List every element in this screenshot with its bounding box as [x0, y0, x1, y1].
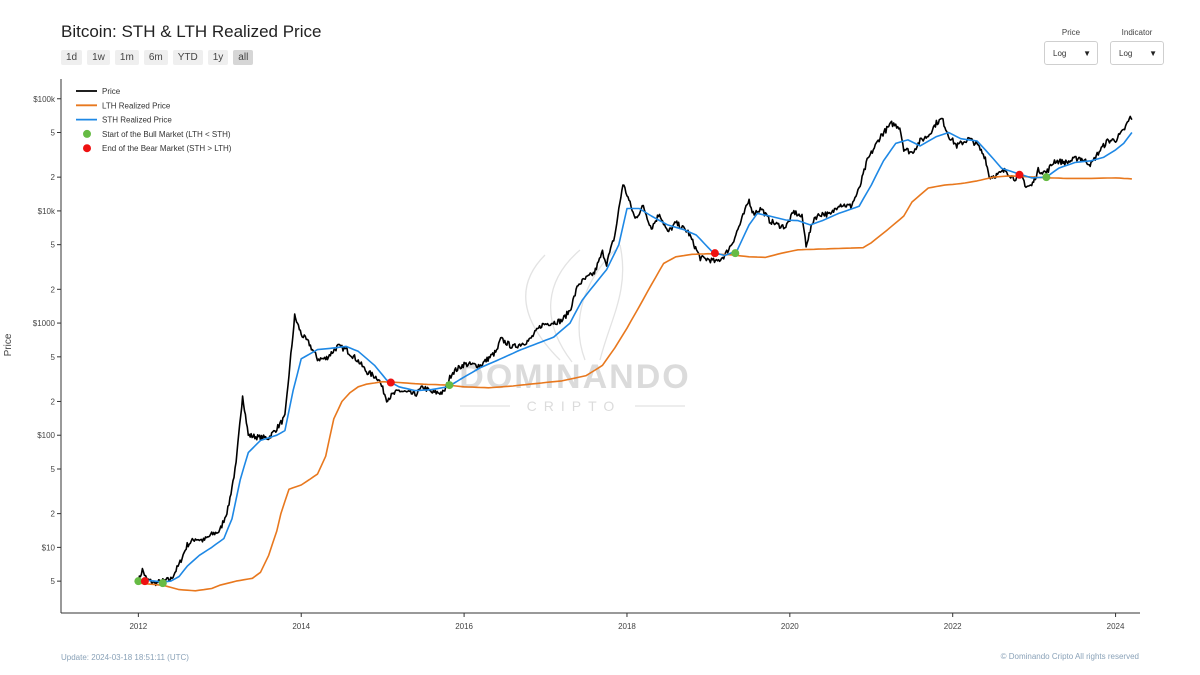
legend-label: Price	[102, 87, 121, 96]
range-button-1m[interactable]: 1m	[114, 50, 139, 65]
legend-lth-realized-price[interactable]: LTH Realized Price	[76, 101, 171, 110]
y-axis-label: Price	[3, 333, 14, 356]
price-scale-label: Price	[1061, 28, 1081, 37]
bear-market-end-marker	[140, 577, 149, 586]
indicator-scale-label: Indicator	[1121, 28, 1153, 37]
x-tick-label: 2020	[781, 622, 799, 631]
indicator-scale-control: Indicator Log ▼	[1110, 28, 1164, 65]
x-tick-label: 2018	[618, 622, 636, 631]
range-button-all[interactable]: all	[233, 50, 254, 65]
y-tick-label: $1000	[33, 319, 56, 328]
y-tick-label: $100k	[33, 95, 56, 104]
legend: Price LTH Realized Price STH Realized Pric…	[76, 87, 232, 153]
y-tick-label: 5	[51, 577, 56, 586]
y-tick-label: 2	[51, 173, 56, 182]
bear-market-end-marker	[710, 249, 719, 258]
legend-bull-market-start[interactable]: Start of the Bull Market (LTH < STH)	[83, 129, 231, 139]
y-tick-label: 5	[51, 241, 56, 250]
chart-title: Bitcoin: STH & LTH Realized Price	[61, 22, 322, 41]
watermark-logo-icon	[525, 244, 624, 363]
bear-market-end-marker	[386, 378, 395, 387]
price-line	[137, 115, 1133, 587]
chevron-down-icon: ▼	[1149, 48, 1157, 58]
y-tick-label: $10	[42, 543, 56, 552]
watermark-main-text: DOMINANDO	[459, 358, 690, 396]
x-tick-label: 2016	[455, 622, 473, 631]
watermark-sub-text: CRIPTO	[527, 398, 622, 414]
watermark: DOMINANDO CRIPTO	[459, 244, 690, 414]
bull-market-start-marker	[731, 249, 740, 258]
marker-layer	[134, 170, 1051, 588]
bull-market-start-marker	[445, 381, 454, 390]
range-button-1y[interactable]: 1y	[207, 50, 229, 65]
y-tick-label: $100	[37, 431, 55, 440]
bull-market-start-marker	[134, 577, 143, 586]
update-timestamp: Update: 2024-03-18 18:51:11 (UTC)	[61, 653, 189, 662]
range-button-1w[interactable]: 1w	[87, 50, 110, 65]
legend-label: LTH Realized Price	[102, 101, 171, 110]
x-tick-label: 2024	[1107, 622, 1125, 631]
y-tick-label: 5	[51, 129, 56, 138]
y-tick-label: 5	[51, 465, 56, 474]
axes: $100k 5 2 $10k 5 2 $1000 5 2 $100 5 2 $10 5 2012 2014 20…	[33, 79, 1140, 631]
range-buttons: 1d 1w 1m 6m YTD 1y all	[61, 50, 254, 65]
lth-realized-price-line	[138, 175, 1132, 592]
y-tick-label: 2	[51, 285, 56, 294]
chevron-down-icon: ▼	[1083, 48, 1091, 58]
legend-price[interactable]: Price	[76, 87, 121, 96]
legend-marker-symbol	[83, 129, 91, 138]
legend-label: STH Realized Price	[102, 116, 172, 125]
legend-bear-market-end[interactable]: End of the Bear Market (STH > LTH)	[83, 144, 232, 153]
y-tick-label: 2	[51, 397, 56, 406]
range-button-ytd[interactable]: YTD	[172, 50, 203, 65]
bull-market-start-marker	[158, 579, 167, 588]
sth-realized-price-line	[138, 131, 1133, 583]
bull-market-start-marker	[1042, 173, 1051, 182]
bear-market-end-marker	[1015, 170, 1024, 179]
legend-marker-symbol	[83, 144, 91, 153]
y-tick-label: 5	[51, 353, 56, 362]
legend-label: Start of the Bull Market (LTH < STH)	[102, 130, 231, 139]
copyright-text: © Dominando Cripto All rights reserved	[1000, 652, 1139, 661]
price-scale-control: Price Log ▼	[1044, 28, 1098, 65]
price-scale-value: Log	[1053, 48, 1067, 58]
series-layer	[137, 115, 1133, 592]
legend-sth-realized-price[interactable]: STH Realized Price	[76, 116, 172, 125]
y-tick-label: $10k	[38, 207, 56, 216]
indicator-scale-value: Log	[1119, 48, 1133, 58]
range-button-1d[interactable]: 1d	[61, 50, 83, 65]
price-scale-select[interactable]: Log ▼	[1044, 41, 1098, 65]
y-tick-label: 2	[51, 510, 56, 519]
range-button-6m[interactable]: 6m	[143, 50, 168, 65]
x-tick-label: 2022	[944, 622, 962, 631]
legend-label: End of the Bear Market (STH > LTH)	[102, 144, 232, 153]
indicator-scale-select[interactable]: Log ▼	[1110, 41, 1164, 65]
x-tick-label: 2014	[292, 622, 310, 631]
x-tick-label: 2012	[129, 622, 147, 631]
